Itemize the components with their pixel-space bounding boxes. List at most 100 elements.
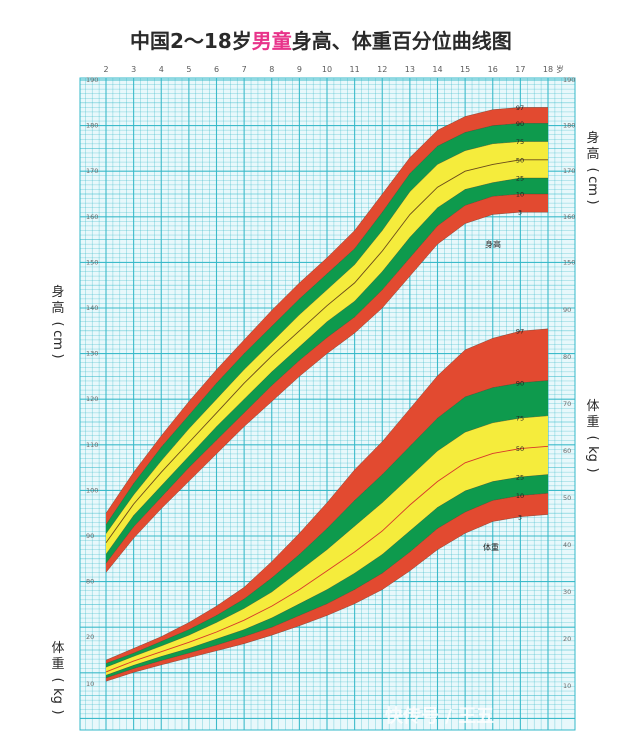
weight-right-axis-label-part: kg xyxy=(585,446,600,462)
height-pct-label-3: 3 xyxy=(518,209,522,217)
watermark: 快传号 / 王五 xyxy=(385,705,494,727)
height-right-tick: 170 xyxy=(563,167,575,175)
height-right-axis-label-part: 身 xyxy=(586,130,599,146)
weight-left-axis-label-part: ( xyxy=(50,677,65,682)
weight-panel-label: 体重 xyxy=(483,542,499,552)
height-pct-label-25: 25 xyxy=(516,175,524,183)
weight-band-p10-p3 xyxy=(106,493,548,682)
x-tick-label: 12 xyxy=(377,65,387,74)
height-line-p90 xyxy=(105,123,548,525)
title-part-boys: 男童 xyxy=(252,29,292,53)
weight-right-tick: 70 xyxy=(563,400,571,408)
height-line-p50 xyxy=(105,159,548,544)
chart-title: 中国2～18岁男童身高、体重百分位曲线图 xyxy=(130,29,512,53)
x-tick-label: 3 xyxy=(131,65,136,74)
weight-right-tick: 20 xyxy=(563,635,571,643)
weight-right-tick: 10 xyxy=(563,682,571,690)
weight-band-p90-p75 xyxy=(106,380,548,668)
weight-pct-label-10: 10 xyxy=(516,492,524,500)
height-left-tick: 80 xyxy=(86,578,94,586)
x-tick-label: 18 xyxy=(543,65,553,74)
weight-right-tick: 50 xyxy=(563,494,571,502)
weight-pct-label-50: 50 xyxy=(516,445,524,453)
weight-pct-label-3: 3 xyxy=(518,513,522,521)
weight-left-tick: 20 xyxy=(86,633,94,641)
x-tick-label: 14 xyxy=(432,65,442,74)
x-tick-label: 17 xyxy=(515,65,525,74)
height-pct-label-75: 75 xyxy=(516,138,524,146)
x-tick-label: 13 xyxy=(405,65,415,74)
height-right-tick: 190 xyxy=(563,76,575,84)
height-right-axis-label-part: 高 xyxy=(586,146,599,162)
height-left-tick: 190 xyxy=(86,76,98,84)
weight-left-axis-label-part: ) xyxy=(50,709,65,714)
height-line-p10 xyxy=(105,193,548,564)
weight-right-axis-label-part: 体 xyxy=(586,399,599,414)
height-line-p3 xyxy=(105,211,548,573)
height-left-axis-label-part: ( xyxy=(50,321,65,326)
height-right-tick: 180 xyxy=(563,122,575,130)
height-left-tick: 110 xyxy=(86,441,98,449)
x-tick-label: 16 xyxy=(488,65,498,74)
height-left-axis-label-part: cm xyxy=(50,330,65,350)
height-right-axis-label-part: cm xyxy=(585,176,600,196)
height-left-tick: 120 xyxy=(86,395,98,403)
height-line-p25 xyxy=(105,177,548,555)
height-line-p97 xyxy=(105,107,548,514)
weight-right-tick: 30 xyxy=(563,588,571,596)
weight-right-axis-label-part: ( xyxy=(585,435,600,440)
height-left-tick: 170 xyxy=(86,167,98,175)
weight-band-p75-p50 xyxy=(106,415,548,672)
weight-percentile-bands xyxy=(106,328,548,682)
weight-pct-label-25: 25 xyxy=(516,473,524,481)
height-right-axis-label-part: ( xyxy=(585,167,600,172)
weight-right-tick: 90 xyxy=(563,306,571,314)
x-tick-label: 2 xyxy=(103,65,108,74)
weight-right-axis-label-part: 重 xyxy=(586,414,599,430)
weight-band-p50-p25 xyxy=(106,446,548,676)
height-right-tick: 150 xyxy=(563,258,575,266)
weight-line-p75 xyxy=(105,415,549,668)
weight-right-tick: 80 xyxy=(563,353,571,361)
x-tick-label: 7 xyxy=(242,65,247,74)
x-tick-label: 9 xyxy=(297,65,302,74)
height-left-tick: 150 xyxy=(86,258,98,266)
weight-pct-label-90: 90 xyxy=(516,379,524,387)
x-tick-label: 8 xyxy=(269,65,274,74)
weight-line-p97 xyxy=(105,328,549,661)
title-part-1: 中国2～18岁 xyxy=(130,29,252,53)
weight-pct-label-97: 97 xyxy=(516,328,524,336)
weight-left-axis-label-part: 重 xyxy=(51,656,64,672)
height-right-tick: 160 xyxy=(563,213,575,221)
weight-pct-label-75: 75 xyxy=(516,415,524,423)
height-left-tick: 100 xyxy=(86,486,98,494)
x-tick-label: 10 xyxy=(322,65,332,74)
weight-line-p50 xyxy=(105,445,549,673)
height-left-axis-label-part: 高 xyxy=(51,300,64,316)
percentile-lines xyxy=(105,107,549,682)
weight-right-tick: 60 xyxy=(563,447,571,455)
height-right-axis-label-part: ) xyxy=(585,199,600,204)
weight-line-p3 xyxy=(105,514,549,682)
height-pct-label-97: 97 xyxy=(516,104,524,112)
axis-labels: 2 3 4 5 6 7 8 9 10 11 12 13 14 15 16 17 18 岁 190 180 170 160 1… xyxy=(50,64,600,715)
x-axis-unit: 岁 xyxy=(556,64,564,74)
weight-line-p90 xyxy=(105,380,549,664)
x-tick-label: 6 xyxy=(214,65,219,74)
height-pct-label-50: 50 xyxy=(516,156,524,164)
height-pct-label-90: 90 xyxy=(516,120,524,128)
height-line-p75 xyxy=(105,141,548,534)
height-pct-label-10: 10 xyxy=(516,191,524,199)
height-left-axis-label-part: ) xyxy=(50,353,65,358)
weight-right-tick: 40 xyxy=(563,541,571,549)
x-tick-label: 5 xyxy=(186,65,191,74)
title-part-3: 身高、体重百分位曲线图 xyxy=(292,29,512,53)
height-left-axis-label-part: 身 xyxy=(51,284,64,300)
height-left-tick: 90 xyxy=(86,532,94,540)
height-panel-label: 身高 xyxy=(485,239,501,249)
height-left-tick: 180 xyxy=(86,122,98,130)
weight-left-axis-label-part: kg xyxy=(50,688,65,704)
weight-left-tick: 10 xyxy=(86,680,94,688)
x-tick-label: 15 xyxy=(460,65,470,74)
